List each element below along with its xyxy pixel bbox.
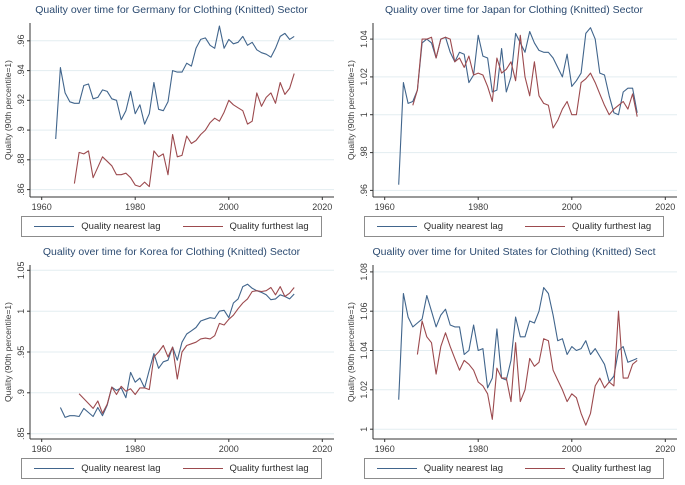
svg-text:.86: .86 [16,183,26,196]
plot-area-japan: .96 .98 1 1.02 1.04 1960 1980 2000 2020 Quality (… [346,23,677,212]
svg-text:.94: .94 [16,64,26,77]
plot-area-korea: .85 .9 .95 1 1.05 1960 1980 2000 2020 Quality (90… [3,262,334,454]
svg-text:1.02: 1.02 [359,68,369,86]
legend-item-nearest: Quality nearest lag [34,463,161,474]
svg-text:1.04: 1.04 [359,342,369,360]
legend-box: Quality nearest lag Quality furthest lag [363,216,665,237]
nearest-line-swatch [376,468,417,469]
plot-area-united-states: 1 1.02 1.04 1.06 1.08 1960 1980 2000 2020 Quality… [346,263,677,454]
svg-text:2000: 2000 [562,444,582,454]
svg-text:1: 1 [359,427,369,432]
svg-text:1960: 1960 [375,202,395,212]
legend-item-furthest: Quality furthest lag [182,221,309,232]
svg-text:Quality (90th percentile=1): Quality (90th percentile=1) [346,302,356,402]
furthest-label: Quality furthest lag [229,221,309,232]
svg-text:1.08: 1.08 [359,263,369,281]
chart-united-states: Quality over time for United States for … [343,242,685,485]
legend-item-nearest: Quality nearest lag [376,463,503,474]
svg-text:Quality (90th percentile=1): Quality (90th percentile=1) [346,60,356,160]
svg-text:2000: 2000 [562,202,582,212]
nearest-label: Quality nearest lag [423,221,503,232]
svg-text:.92: .92 [16,94,26,107]
nearest-line-swatch [34,226,75,227]
nearest-label: Quality nearest lag [81,221,161,232]
legend-united-states: Quality nearest lag Quality furthest lag [343,458,685,479]
svg-text:1960: 1960 [32,444,52,454]
svg-text:1.05: 1.05 [16,262,26,280]
svg-text:.98: .98 [359,146,369,159]
nearest-label: Quality nearest lag [81,463,161,474]
svg-text:.96: .96 [359,184,369,197]
svg-text:.85: .85 [16,427,26,440]
svg-text:.9: .9 [16,389,26,397]
legend-japan: Quality nearest lag Quality furthest lag [343,216,685,237]
svg-text:1960: 1960 [375,444,395,454]
furthest-label: Quality furthest lag [572,463,652,474]
legend-korea: Quality nearest lag Quality furthest lag [0,458,343,479]
furthest-line-swatch [182,226,223,227]
plot-area-germany: .86 .88 .9 .92 .94 .96 1960 1980 2000 2020 Quality… [3,23,334,212]
svg-text:2020: 2020 [312,202,332,212]
svg-text:.95: .95 [16,346,26,359]
svg-text:2020: 2020 [655,444,675,454]
chart-title-korea: Quality over time for Korea for Clothing… [42,246,301,258]
chart-title-united-states: Quality over time for United States for … [372,246,656,258]
svg-text:1: 1 [359,112,369,117]
furthest-line-swatch [525,468,565,469]
svg-text:.9: .9 [16,126,26,134]
svg-text:1.02: 1.02 [359,381,369,399]
svg-text:1960: 1960 [32,202,52,212]
svg-text:Quality (90th percentile=1): Quality (90th percentile=1) [3,60,13,160]
legend-box: Quality nearest lag Quality furthest lag [21,458,322,479]
legend-box: Quality nearest lag Quality furthest lag [21,216,322,237]
chart-korea: Quality over time for Korea for Clothing… [0,242,343,485]
legend-item-nearest: Quality nearest lag [376,221,503,232]
chart-title-germany: Quality over time for Germany for Clothi… [35,4,308,16]
chart-title-japan: Quality over time for Japan for Clothing… [385,4,643,16]
legend-item-furthest: Quality furthest lag [525,463,651,474]
legend-germany: Quality nearest lag Quality furthest lag [0,216,343,237]
nearest-line-swatch [376,226,417,227]
svg-text:1980: 1980 [468,444,488,454]
svg-text:1.06: 1.06 [359,302,369,320]
svg-text:2000: 2000 [219,444,239,454]
furthest-label: Quality furthest lag [572,221,652,232]
legend-box: Quality nearest lag Quality furthest lag [363,458,665,479]
legend-item-furthest: Quality furthest lag [525,221,651,232]
nearest-line-swatch [34,468,75,469]
svg-text:2000: 2000 [219,202,239,212]
chart-germany: Quality over time for Germany for Clothi… [0,0,343,242]
chart-japan: Quality over time for Japan for Clothing… [343,0,685,242]
furthest-label: Quality furthest lag [229,463,309,474]
svg-text:1980: 1980 [468,202,488,212]
svg-text:.96: .96 [16,35,26,48]
svg-text:1: 1 [16,309,26,314]
svg-text:2020: 2020 [312,444,332,454]
svg-text:2020: 2020 [655,202,675,212]
svg-text:.88: .88 [16,154,26,167]
legend-item-furthest: Quality furthest lag [182,463,309,474]
svg-text:1980: 1980 [125,202,145,212]
svg-text:Quality (90th percentile=1): Quality (90th percentile=1) [3,302,13,402]
nearest-label: Quality nearest lag [423,463,503,474]
legend-item-nearest: Quality nearest lag [34,221,161,232]
furthest-line-swatch [525,226,565,227]
furthest-line-swatch [182,468,223,469]
svg-text:1.04: 1.04 [359,30,369,48]
svg-text:1980: 1980 [125,444,145,454]
